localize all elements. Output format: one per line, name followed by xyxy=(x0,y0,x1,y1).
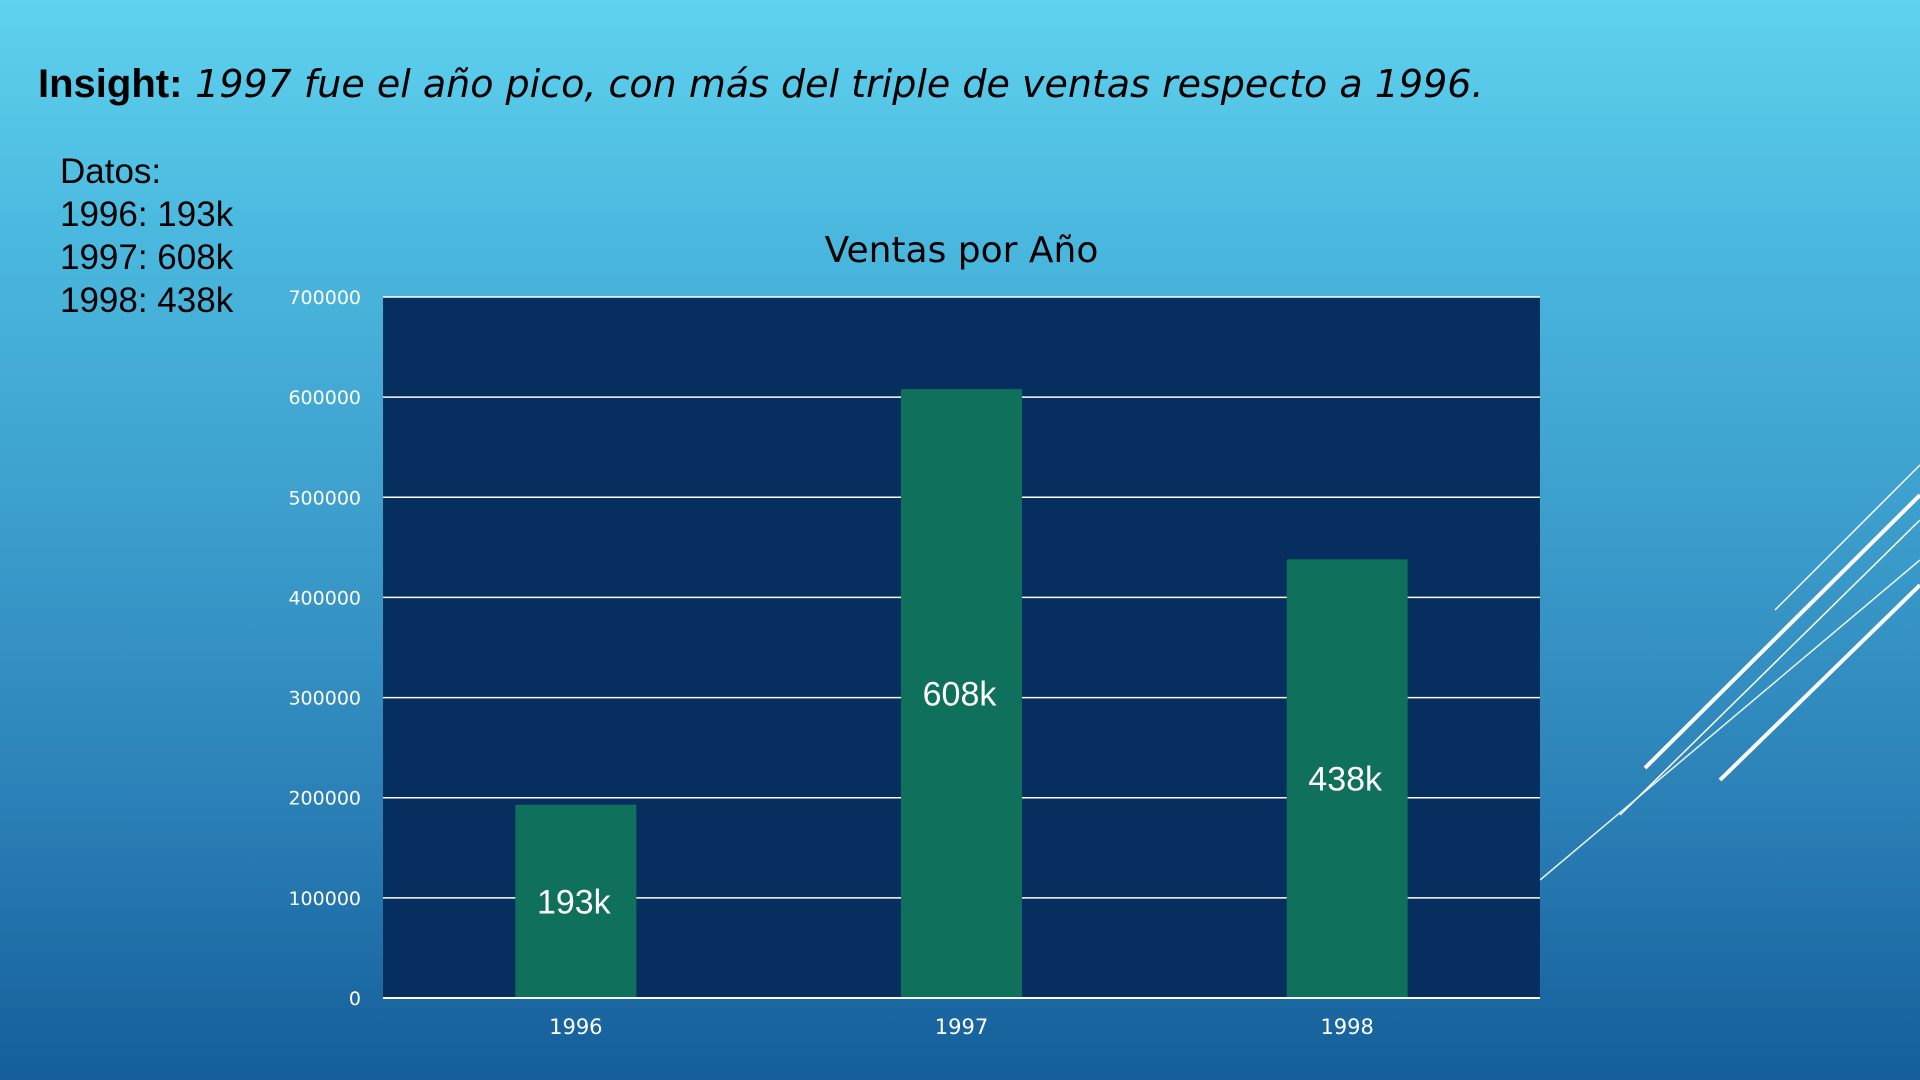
y-tick-label: 500000 xyxy=(288,487,361,509)
y-tick-label: 700000 xyxy=(288,287,361,309)
bar xyxy=(1286,559,1408,998)
data-summary: Datos: 1996: 193k 1997: 608k 1998: 438k xyxy=(60,150,233,322)
bar xyxy=(901,389,1022,998)
data-summary-line-1998: 1998: 438k xyxy=(60,281,234,320)
data-label: 608k xyxy=(923,676,998,714)
x-tick-label: 1996 xyxy=(549,1015,602,1039)
y-tick-label: 200000 xyxy=(288,788,361,810)
y-tick-label: 400000 xyxy=(288,587,361,609)
data-label: 438k xyxy=(1308,761,1383,799)
bar xyxy=(515,804,637,998)
decor-line xyxy=(1774,464,1920,611)
y-tick-label: 100000 xyxy=(288,888,361,910)
y-tick-label: 600000 xyxy=(288,387,361,409)
data-summary-line-1997: 1997: 608k xyxy=(60,238,234,277)
x-tick-label: 1998 xyxy=(1320,1015,1373,1039)
insight-line: Insight: 1997 fue el año pico, con más d… xyxy=(38,56,1484,112)
data-summary-line-1996: 1996: 193k xyxy=(60,195,234,234)
data-summary-heading: Datos: xyxy=(60,152,162,191)
insight-text: 1997 fue el año pico, con más del triple… xyxy=(195,62,1484,106)
y-tick-label: 300000 xyxy=(288,688,361,710)
y-tick-label: 0 xyxy=(349,988,361,1010)
decor-line xyxy=(1619,519,1920,816)
data-label: 193k xyxy=(537,883,612,921)
x-tick-label: 1997 xyxy=(935,1015,988,1039)
insight-label: Insight: xyxy=(38,62,183,106)
decor-line xyxy=(1539,559,1920,881)
decor-line xyxy=(1718,583,1920,782)
decor-line xyxy=(1643,493,1920,770)
chart-title: Ventas por Año xyxy=(825,230,1099,271)
